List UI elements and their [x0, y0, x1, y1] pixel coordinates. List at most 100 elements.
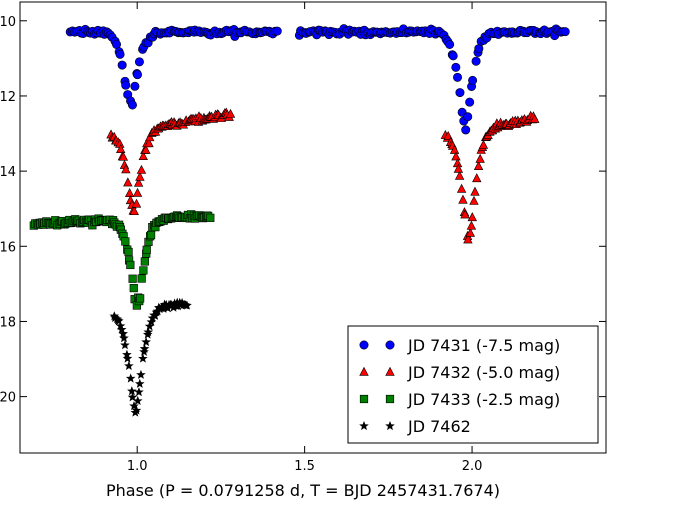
- data-point: [139, 346, 149, 356]
- data-point: [467, 212, 477, 222]
- data-point: [458, 194, 468, 204]
- data-point: [454, 170, 465, 180]
- data-point: [472, 173, 482, 183]
- legend-marker: [385, 394, 395, 404]
- data-point: [138, 151, 148, 161]
- data-point: [125, 195, 136, 205]
- data-point: [134, 387, 144, 397]
- data-point: [127, 386, 137, 396]
- legend-entry: JD 7462: [407, 417, 471, 436]
- y-tick-label: 12: [0, 90, 16, 105]
- data-point: [471, 56, 481, 66]
- data-point: [121, 164, 131, 174]
- data-point: [449, 144, 460, 154]
- data-point: [144, 138, 154, 148]
- data-point: [463, 112, 473, 122]
- data-point: [465, 97, 475, 107]
- data-point: [129, 206, 139, 216]
- series-0: [65, 24, 570, 135]
- y-tick-label: 14: [0, 165, 16, 180]
- data-point: [144, 321, 155, 331]
- data-point: [124, 360, 134, 371]
- data-point: [456, 183, 467, 193]
- legend-marker: [385, 366, 395, 376]
- data-point: [139, 266, 148, 275]
- data-point: [466, 220, 477, 230]
- data-point: [451, 62, 461, 72]
- data-point: [118, 151, 129, 161]
- data-point: [124, 247, 133, 257]
- data-point: [142, 245, 151, 254]
- data-point: [125, 373, 136, 383]
- data-point: [130, 81, 140, 91]
- data-point: [140, 257, 149, 266]
- data-point: [136, 164, 147, 174]
- y-tick-label: 10: [0, 15, 16, 30]
- data-point: [560, 27, 570, 37]
- data-point: [463, 234, 473, 244]
- data-point: [124, 187, 135, 197]
- data-point: [136, 294, 145, 303]
- data-point: [453, 72, 463, 82]
- data-point: [137, 274, 146, 283]
- data-point: [138, 353, 148, 363]
- data-point: [465, 227, 476, 237]
- y-tick-label: 18: [0, 315, 16, 330]
- data-point: [451, 151, 461, 161]
- legend-entry: JD 7433 (-2.5 mag): [407, 390, 560, 409]
- data-point: [135, 171, 145, 181]
- data-points: [29, 24, 570, 417]
- data-point: [131, 405, 142, 415]
- y-tick-label: 16: [0, 240, 16, 255]
- series-3: [109, 297, 192, 417]
- data-point: [469, 195, 479, 205]
- legend-marker: [359, 366, 369, 376]
- data-point: [126, 260, 135, 270]
- legend-marker: [385, 420, 395, 431]
- data-point: [113, 316, 124, 326]
- data-point: [182, 300, 192, 310]
- data-point: [453, 163, 464, 173]
- data-point: [121, 80, 131, 90]
- data-point: [530, 113, 540, 123]
- y-tick-label: 20: [0, 391, 16, 406]
- data-point: [132, 70, 142, 80]
- data-point: [136, 369, 146, 379]
- data-point: [478, 139, 489, 149]
- data-point: [473, 161, 484, 170]
- data-point: [128, 274, 137, 283]
- data-point: [206, 213, 215, 222]
- data-point: [146, 230, 156, 240]
- legend-marker: [359, 394, 369, 404]
- data-point: [123, 177, 133, 187]
- data-point: [133, 177, 144, 187]
- data-point: [132, 395, 143, 406]
- x-tick-label: 2.0: [462, 459, 483, 474]
- data-point: [116, 144, 126, 154]
- series-1: [106, 107, 540, 244]
- data-point: [134, 57, 144, 67]
- x-axis-title: Phase (P = 0.0791258 d, T = BJD 2457431.…: [106, 481, 500, 500]
- data-point: [460, 209, 470, 219]
- axis-ticks: 1.0 1.5 2.0 10 12 14 16 18 20: [0, 2, 606, 474]
- x-tick-label: 1.0: [127, 459, 148, 474]
- legend: JD 7431 (-7.5 mag) JD 7432 (-5.0 mag) JD 7…: [347, 325, 599, 444]
- data-point: [116, 324, 127, 334]
- data-point: [134, 378, 145, 388]
- data-point: [127, 100, 137, 110]
- legend-entry: JD 7431 (-7.5 mag): [407, 336, 560, 355]
- data-point: [121, 237, 130, 246]
- plot-frame: [19, 1, 607, 454]
- data-point: [129, 283, 138, 293]
- data-point: [445, 39, 455, 49]
- data-point: [468, 75, 478, 85]
- data-point: [117, 60, 127, 70]
- data-point: [141, 144, 151, 154]
- legend-marker: [359, 420, 369, 431]
- series-2: [29, 210, 215, 310]
- data-point: [455, 88, 465, 98]
- data-point: [470, 186, 480, 196]
- data-point: [129, 401, 139, 411]
- data-point: [131, 198, 142, 208]
